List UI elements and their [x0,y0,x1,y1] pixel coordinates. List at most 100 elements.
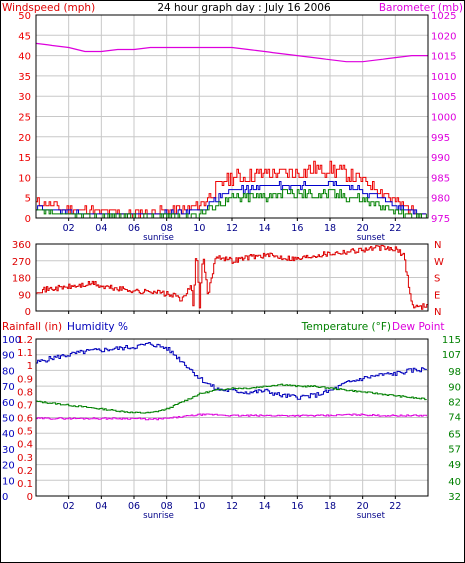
graph-title: 24 hour graph day : July 16 2006 [157,2,331,14]
wind-x-tick-label: 16 [291,223,303,234]
rainfall-y-tick-label: 1.2 [17,335,33,346]
barometer-y-tick-label: 1005 [431,92,456,103]
humidity-y-tick-label: 100 [2,335,21,346]
humidity-y-tick-label: 80 [2,366,15,377]
direction-y-tick-label: 0 [25,307,31,318]
wind-barometer-chart: 0510152025303540455097598098599099510001… [18,11,456,243]
wind-y-tick-label: 15 [18,153,31,164]
direction-compass-label: N [434,307,441,318]
temperature-y-tick-label: 115 [442,335,461,346]
th-x-tick-label: 02 [63,501,75,512]
th-x-tick-label: 06 [128,501,140,512]
th-x-tick-label: 12 [226,501,238,512]
temperature-y-tick-label: 82 [448,397,461,408]
temperature-y-tick-label: 90 [448,382,461,393]
temperature-y-tick-label: 40 [448,477,461,488]
temperature-humidity-chart: 0 10 20 30 40 50 60 70 80 90 100 0 0.1 0.2 0.3 0.4 0.5 0.… [2,335,461,521]
barometer-y-tick-label: 1000 [431,113,456,124]
wind-y-tick-label: 35 [18,72,31,83]
wind-y-tick-label: 50 [18,11,31,22]
humidity-y-tick-label: 10 [2,476,15,487]
wind-x-tick-label: 18 [324,223,336,234]
wind-y-tick-label: 40 [18,52,31,63]
rainfall-y-tick-label: 0.7 [17,400,33,411]
humidity-y-tick-label: 50 [2,414,15,425]
temperature-line [36,383,427,414]
wind-y-tick-label: 45 [18,31,31,42]
th-x-tick-label: 08 [161,501,173,512]
dewpoint-axis-label: Dew Point [392,321,445,333]
rainfall-y-tick-label: 0.8 [17,387,33,398]
barometer-y-tick-label: 1020 [431,31,456,42]
th-sunrise-label: sunrise [143,511,174,521]
temperature-y-tick-label: 98 [448,367,461,378]
wind-y-tick-label: 30 [18,92,31,103]
direction-y-tick-label: 270 [12,257,31,268]
wind-y-tick-label: 0 [25,214,31,225]
th-x-tick-label: 18 [324,501,336,512]
wind-direction-line [36,244,429,310]
th-x-tick-label: 10 [193,501,205,512]
humidity-y-tick-label: 0 [2,492,8,503]
rainfall-y-tick-label: 1 [27,361,33,372]
barometer-y-tick-label: 1010 [431,72,456,83]
rainfall-y-tick-label: 0.2 [17,466,33,477]
humidity-y-tick-label: 60 [2,398,15,409]
wind-sunrise-label: sunrise [143,233,174,243]
direction-y-tick-label: 360 [12,240,31,251]
rainfall-y-tick-label: 0.6 [17,414,33,425]
windspeed-gust-line [36,160,427,219]
th-x-tick-label: 20 [357,501,369,512]
temperature-y-tick-label: 57 [448,445,461,456]
direction-y-tick-label: 90 [18,290,31,301]
barometer-axis-label: Barometer (mb) [379,2,463,14]
th-x-tick-label: 22 [389,501,401,512]
humidity-axis-label: Humidity % [67,321,128,333]
wind-y-tick-label: 10 [18,173,31,184]
wind-x-tick-label: 06 [128,223,140,234]
temperature-y-tick-label: 65 [448,430,461,441]
th-x-tick-label: 04 [95,501,107,512]
wind-x-tick-label: 20 [357,223,369,234]
th-x-tick-label: 16 [291,501,303,512]
rainfall-y-tick-label: 0.9 [17,374,33,385]
th-x-tick-label: 14 [259,501,271,512]
barometer-y-tick-label: 990 [431,153,450,164]
rainfall-y-tick-label: 0.1 [17,479,33,490]
wind-x-tick-label: 10 [193,223,205,234]
wind-x-tick-label: 08 [161,223,173,234]
temperature-axis-label: Temperature (°F) [301,321,391,333]
temperature-y-tick-label: 107 [442,350,461,361]
wind-y-tick-label: 5 [25,194,31,205]
wind-x-tick-label: 02 [63,223,75,234]
rainfall-y-tick-label: 0.3 [17,453,33,464]
barometer-line [35,42,428,63]
rainfall-y-tick-label: 0.5 [17,427,33,438]
rainfall-axis-label: Rainfall (in) [2,321,62,333]
temperature-y-tick-label: 49 [448,460,461,471]
dewpoint-line [36,413,427,421]
rainfall-y-tick-label: 0.4 [17,440,33,451]
windspeed-low-line [36,189,427,219]
direction-compass-label: N [434,240,441,251]
wind-x-tick-label: 12 [226,223,238,234]
humidity-y-tick-label: 40 [2,429,15,440]
barometer-y-tick-label: 995 [431,133,450,144]
wind-x-tick-label: 22 [389,223,401,234]
humidity-y-tick-label: 30 [2,445,15,456]
wind-y-tick-label: 20 [18,133,31,144]
direction-y-tick-label: 180 [12,274,31,285]
direction-compass-label: S [434,274,440,285]
humidity-y-tick-label: 70 [2,382,15,393]
barometer-y-tick-label: 1025 [431,11,456,22]
windspeed-axis-label: Windspeed (mph) [2,2,95,14]
th-sunset-label: sunset [357,511,386,521]
humidity-y-tick-label: 90 [2,351,15,362]
direction-compass-label: W [434,257,444,268]
barometer-y-tick-label: 1015 [431,52,456,63]
temperature-y-tick-label: 32 [448,492,461,503]
wind-plot-border [35,14,429,219]
wind-x-tick-label: 14 [259,223,271,234]
